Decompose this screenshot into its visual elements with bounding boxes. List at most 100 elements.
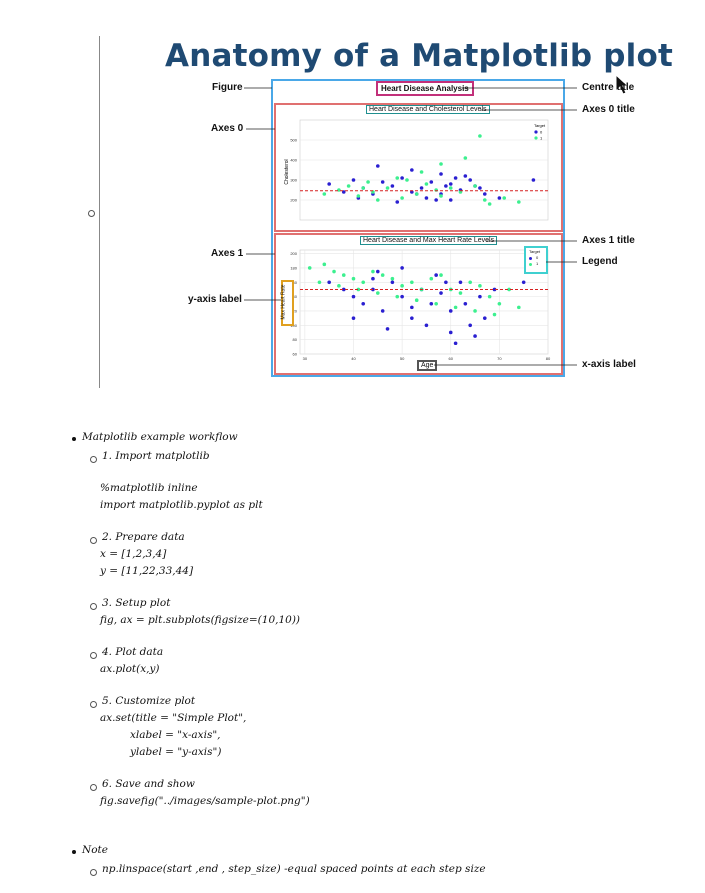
data-point-target-0 xyxy=(380,309,385,313)
outline-bullet-icon[interactable] xyxy=(88,210,95,217)
step-5-title[interactable]: 5. Customize plot xyxy=(102,695,196,707)
data-point-target-0 xyxy=(429,180,434,184)
data-point-target-1 xyxy=(439,194,443,198)
step-4-code-line-1[interactable]: ax.plot(x,y) xyxy=(100,663,160,675)
data-point-target-1 xyxy=(351,276,356,281)
data-point-target-1 xyxy=(322,192,327,196)
data-point-target-1 xyxy=(497,301,502,306)
bullet-icon xyxy=(72,437,76,441)
data-point-target-0 xyxy=(371,276,375,281)
data-point-target-1 xyxy=(439,273,443,277)
data-point-target-0 xyxy=(497,196,502,200)
step-6-title[interactable]: 6. Save and show xyxy=(102,778,195,790)
step-1-title[interactable]: 1. Import matplotlib xyxy=(102,450,210,462)
axes1-legend: Target 0 1 xyxy=(524,246,548,274)
sub-bullet-icon xyxy=(90,701,97,708)
sub-bullet-icon xyxy=(90,456,97,463)
step-5-code-line-2[interactable]: xlabel = "x-axis", xyxy=(130,729,221,741)
step-3-code-line-1[interactable]: fig, ax = plt.subplots(figsize=(10,10)) xyxy=(100,614,301,626)
data-point-target-0 xyxy=(351,178,356,182)
data-point-target-0 xyxy=(424,323,429,328)
data-point-target-1 xyxy=(337,188,341,192)
data-point-target-1 xyxy=(478,134,482,138)
note-heading[interactable]: Note xyxy=(82,844,108,856)
callout-axes0: Axes 0 xyxy=(211,123,244,134)
data-point-target-0 xyxy=(492,287,497,292)
figure-suptitle: Heart Disease Analysis xyxy=(376,81,474,96)
data-point-target-1 xyxy=(517,200,521,204)
callout-axes1-title: Axes 1 title xyxy=(582,235,635,246)
step-1-code-line-1[interactable]: %matplotlib inline xyxy=(100,482,198,494)
x-axis-label: Age xyxy=(417,360,438,371)
sub-bullet-icon xyxy=(90,652,97,659)
bullet-icon xyxy=(72,850,76,854)
step-1-code-line-2[interactable]: import matplotlib.pyplot as plt xyxy=(100,499,263,511)
data-point-target-0 xyxy=(400,176,404,180)
data-point-target-1 xyxy=(307,266,312,270)
data-point-target-0 xyxy=(463,174,468,178)
data-point-target-1 xyxy=(473,309,477,313)
data-point-target-0 xyxy=(458,280,463,285)
data-point-target-0 xyxy=(351,316,356,320)
data-point-target-1 xyxy=(390,276,395,281)
step-4-title[interactable]: 4. Plot data xyxy=(102,646,164,658)
data-point-target-0 xyxy=(390,280,395,285)
step-3-title[interactable]: 3. Setup plot xyxy=(102,597,171,609)
data-point-target-1 xyxy=(371,269,375,274)
y-tick-label: 500 xyxy=(290,138,297,143)
step-5-code-line-3[interactable]: ylabel = "y-axis") xyxy=(130,746,222,758)
data-point-target-1 xyxy=(341,273,346,277)
data-point-target-1 xyxy=(458,291,463,295)
data-point-target-0 xyxy=(448,198,453,202)
data-point-target-1 xyxy=(400,196,404,200)
data-point-target-0 xyxy=(410,168,414,172)
note-text[interactable]: np.linspace(start ,end , step_size) -equ… xyxy=(102,863,486,875)
sub-bullet-icon xyxy=(90,537,97,544)
x-tick-label: 50 xyxy=(400,356,405,361)
data-point-target-0 xyxy=(434,273,438,277)
data-point-target-1 xyxy=(478,284,482,288)
data-point-target-1 xyxy=(361,280,366,285)
callout-centre-title: Centre title xyxy=(582,82,635,93)
callout-axes1: Axes 1 xyxy=(211,248,244,259)
data-point-target-0 xyxy=(478,294,482,299)
step-2-code-line-1[interactable]: x = [1,2,3,4] xyxy=(100,548,167,560)
x-tick-label: 80 xyxy=(546,356,551,361)
data-point-target-0 xyxy=(429,301,434,306)
axes1-title: Heart Disease and Max Heart Rate Levels xyxy=(360,236,498,245)
callout-legend: Legend xyxy=(582,256,618,267)
y-tick-label: 100 xyxy=(290,323,297,328)
data-point-target-0 xyxy=(473,334,477,338)
sub-bullet-icon xyxy=(90,869,97,876)
step-2-code-line-2[interactable]: y = [11,22,33,44] xyxy=(100,565,194,577)
data-point-target-0 xyxy=(444,184,448,188)
step-2-title[interactable]: 2. Prepare data xyxy=(102,531,185,543)
data-point-target-1 xyxy=(395,294,400,299)
data-point-target-1 xyxy=(482,198,487,202)
step-5-code-line-1[interactable]: ax.set(title = "Simple Plot", xyxy=(100,712,247,724)
axes0-legend-item-1: 1 xyxy=(540,136,543,141)
data-point-target-0 xyxy=(385,327,390,331)
data-point-target-1 xyxy=(376,198,380,202)
data-point-target-1 xyxy=(346,184,351,188)
data-point-target-0 xyxy=(380,180,385,184)
x-tick-label: 40 xyxy=(351,356,356,361)
data-point-target-1 xyxy=(337,284,341,288)
data-point-target-0 xyxy=(424,196,429,200)
data-point-target-0 xyxy=(400,266,404,270)
workflow-heading[interactable]: Matplotlib example workflow xyxy=(82,431,238,443)
data-point-target-1 xyxy=(380,273,385,277)
y-tick-label: 200 xyxy=(290,198,297,203)
sub-bullet-icon xyxy=(90,784,97,791)
y-tick-label: 80 xyxy=(293,337,298,342)
x-tick-label: 30 xyxy=(303,356,308,361)
axes0-legend-item-0: 0 xyxy=(540,130,543,135)
data-point-target-1 xyxy=(502,196,507,200)
data-point-target-0 xyxy=(468,178,472,182)
data-point-target-0 xyxy=(448,309,453,313)
step-6-code-line-1[interactable]: fig.savefig("../images/sample-plot.png") xyxy=(100,795,310,807)
data-point-target-0 xyxy=(376,269,380,274)
outline-guide-line xyxy=(99,36,100,388)
y-tick-label: 300 xyxy=(290,178,297,183)
data-point-target-1 xyxy=(448,186,453,190)
